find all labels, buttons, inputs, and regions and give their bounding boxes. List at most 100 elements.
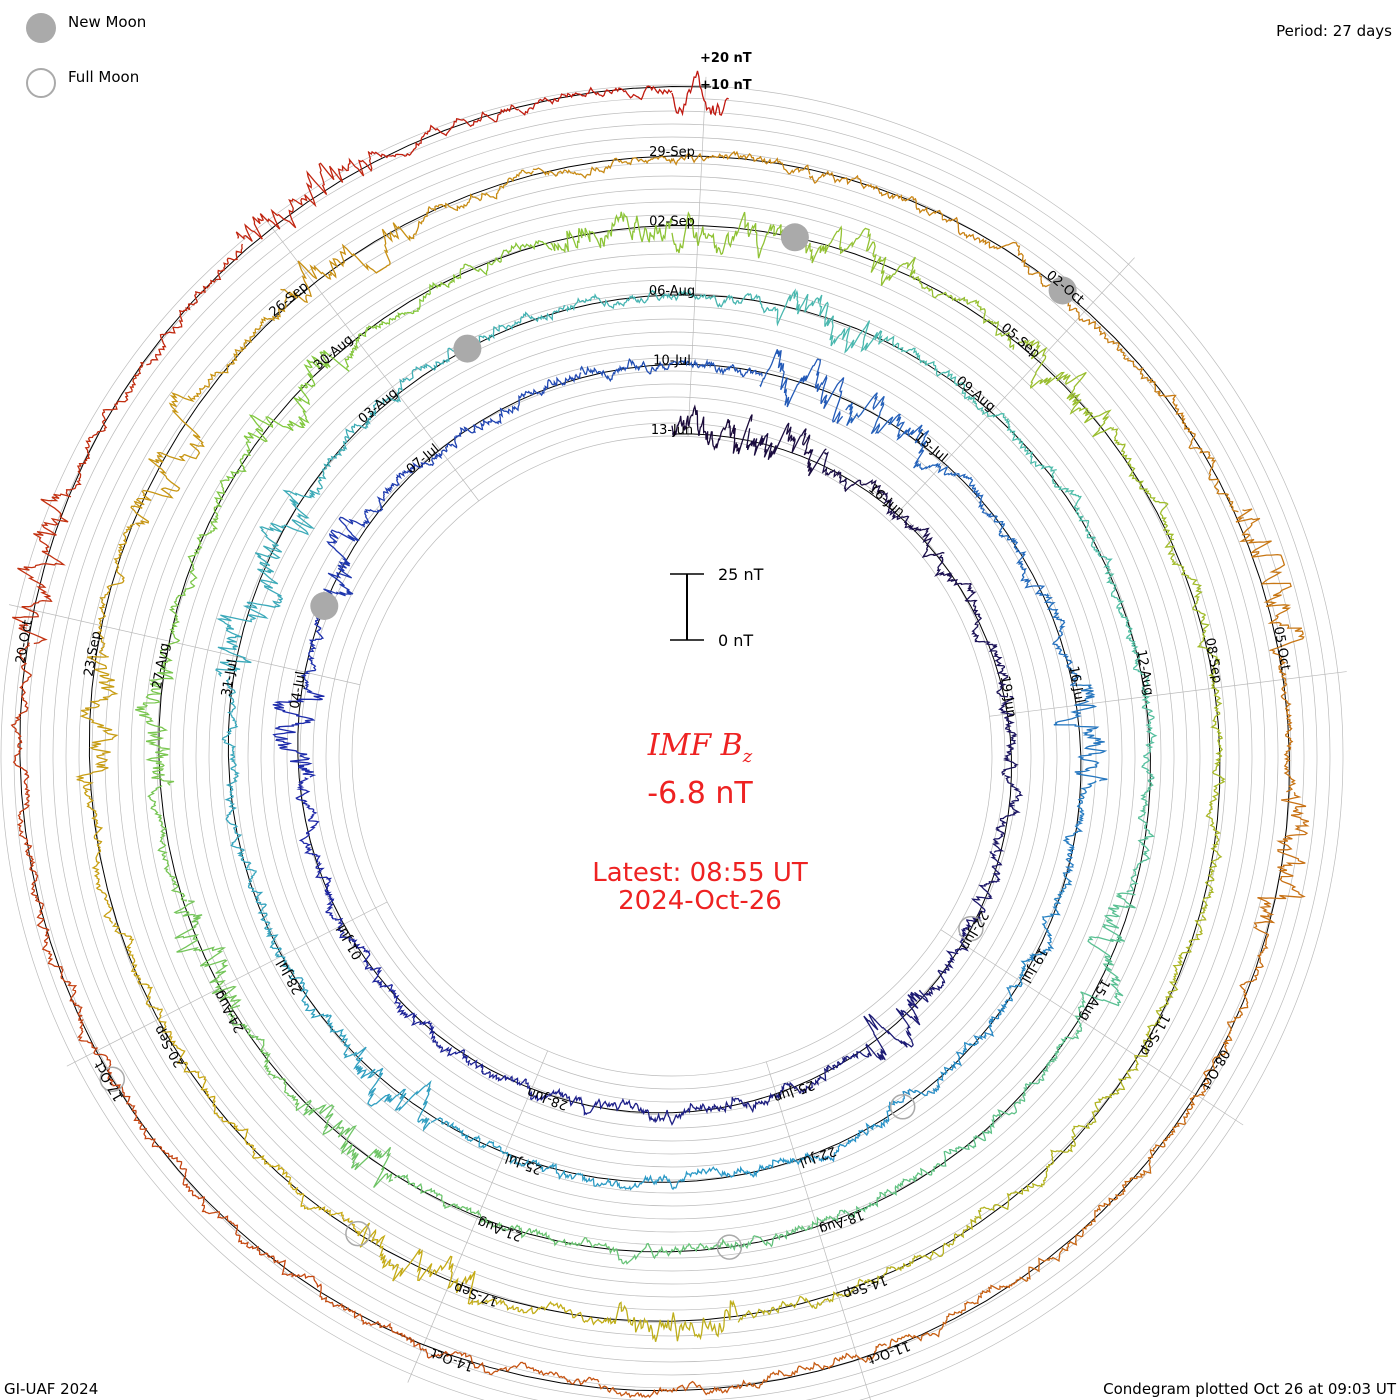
bz-trace-segment: [532, 155, 673, 179]
date-label: 27-Aug: [150, 642, 173, 690]
grid-ring: [221, 305, 1123, 1207]
grid-spoke: [765, 1061, 871, 1400]
bz-trace-segment: [191, 296, 287, 400]
bz-trace-segment: [147, 785, 188, 902]
bz-trace-segment: [295, 1099, 393, 1188]
date-label: 03-Aug: [356, 385, 401, 426]
bz-trace-segment: [728, 1213, 840, 1252]
bz-trace-segment: [1071, 1031, 1152, 1137]
ring-label-10: +10 nT: [700, 78, 752, 93]
grid-spoke: [940, 929, 1244, 1126]
bz-trace-segment: [227, 1008, 300, 1111]
date-label: 28-Jun: [525, 1084, 570, 1113]
bz-trace-segment: [1140, 672, 1158, 785]
bz-trace-segment: [1271, 649, 1297, 793]
bz-trace-segment: [745, 1343, 887, 1389]
grid-spoke: [989, 671, 1347, 717]
date-label: 08-Sep: [1202, 637, 1225, 685]
bz-trace-segment: [720, 1151, 819, 1178]
bz-trace-segment: [912, 275, 1015, 350]
bz-trace-segment: [109, 1079, 205, 1200]
bz-trace-segment: [878, 335, 973, 401]
new-moon-marker: [1048, 276, 1077, 305]
bz-trace-segment: [1053, 684, 1108, 782]
bz-trace-segment: [1208, 658, 1226, 789]
new-moon-marker: [780, 223, 809, 252]
bz-trace-segment: [500, 1224, 615, 1255]
grid-ring: [65, 149, 1279, 1363]
date-label: 31-Jul: [219, 658, 240, 698]
date-label: 21-Aug: [476, 1214, 525, 1244]
bz-trace-segment: [235, 151, 373, 242]
date-label: 17-Sep: [452, 1279, 500, 1309]
imf-title-main: IMF B: [647, 728, 743, 763]
bz-trace-segment: [998, 695, 1019, 776]
bz-trace-segment: [469, 1059, 549, 1103]
grid-ring: [78, 162, 1266, 1350]
bz-trace-segment: [671, 358, 763, 378]
bz-trace-segment: [352, 939, 404, 1013]
grid-ring: [0, 84, 1344, 1400]
date-label: 17-Oct: [92, 1058, 127, 1104]
bz-trace-segment: [430, 1116, 524, 1167]
full-moon-marker: [345, 1220, 371, 1247]
footer-plotted: Condegram plotted Oct 26 at 09:03 UT: [1103, 1380, 1396, 1398]
bz-trace-segment: [300, 606, 329, 693]
ring-label-20: +20 nT: [700, 51, 752, 66]
bz-trace-segment: [598, 1379, 746, 1399]
bz-trace-segment: [322, 516, 364, 610]
bz-trace-segment: [845, 392, 930, 469]
grid-spoke: [889, 257, 1135, 522]
bz-trace-segment: [792, 225, 916, 287]
bz-trace-segment: [75, 656, 119, 791]
date-label: 19-Jun: [997, 675, 1019, 719]
bz-trace-segment: [1043, 593, 1082, 687]
bz-trace-segment: [319, 1289, 456, 1359]
bz-trace-segment: [737, 1278, 864, 1323]
bz-trace-segment: [1235, 508, 1305, 652]
grid-ring: [156, 240, 1188, 1272]
date-label: 14-Oct: [429, 1345, 476, 1374]
bz-trace-segment: [172, 1043, 256, 1151]
bz-trace-segment: [671, 404, 753, 455]
imf-value: -6.8 nT: [647, 776, 753, 811]
bz-trace-segment: [671, 70, 729, 117]
grid-ring: [143, 227, 1201, 1285]
bz-trace-segment: [436, 240, 553, 289]
bz-trace-segment: [83, 789, 113, 924]
bz-trace-segment: [130, 391, 205, 527]
bz-trace-segment: [111, 922, 176, 1045]
date-label: 25-Jun: [771, 1077, 816, 1106]
bz-trace-segment: [243, 350, 350, 443]
bz-trace-segment: [1111, 427, 1175, 541]
bz-trace-segment: [499, 372, 582, 419]
bz-trace-segment: [454, 1351, 600, 1386]
date-label: 13-Jun: [651, 423, 693, 438]
legend-full-moon-label: Full Moon: [68, 68, 140, 86]
bz-trace-segment: [712, 1081, 793, 1114]
grid-ring: [52, 136, 1292, 1376]
date-label: 28-Jul: [274, 957, 306, 997]
bz-trace-segment: [353, 1046, 432, 1132]
bz-trace-segment: [224, 780, 257, 883]
bz-trace-segment: [280, 222, 413, 303]
bz-trace-segment: [821, 451, 889, 502]
grid-ring: [26, 110, 1318, 1400]
bz-trace-segment: [315, 861, 355, 942]
date-label: 24-Aug: [211, 988, 247, 1036]
bz-trace-segment: [518, 85, 673, 116]
bz-trace-segment: [1018, 339, 1113, 438]
grid-ring: [169, 253, 1175, 1259]
bz-trace-segment: [941, 216, 1061, 296]
bz-trace-segment: [671, 150, 811, 175]
bz-trace-segment: [146, 243, 243, 366]
bz-trace-segment: [971, 623, 1009, 698]
period-label: Period: 27 days: [1276, 22, 1392, 40]
grid-ring: [325, 409, 1019, 1103]
legend-full-moon: Full Moon: [26, 68, 139, 98]
bz-trace-segment: [411, 169, 534, 240]
bz-trace-segment: [899, 1041, 978, 1104]
grid-ring: [13, 97, 1331, 1400]
bz-trace-segment: [135, 665, 175, 786]
bz-trace-segment: [1253, 791, 1310, 936]
